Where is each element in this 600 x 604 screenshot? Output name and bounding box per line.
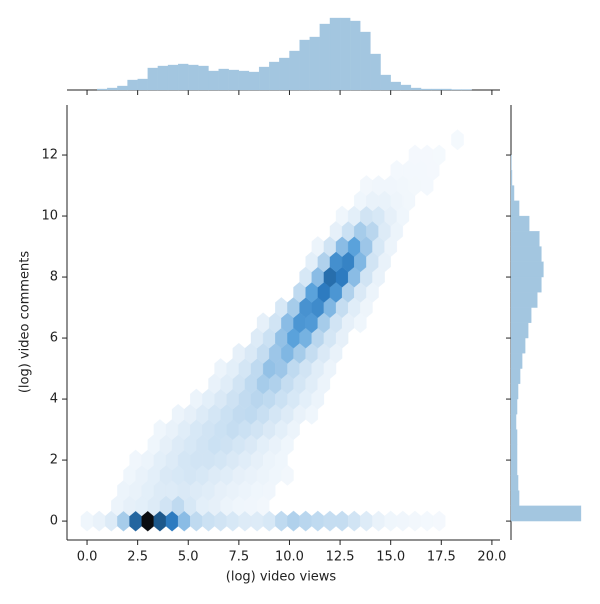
top-hist-bar [117,85,128,91]
top-hist-bar [431,88,442,91]
top-hist-bar [238,70,250,91]
top-hist-bar [218,68,229,91]
right-hist-bar [510,414,517,430]
x-tick-label: 15.0 [376,550,405,565]
y-axis-label: (log) video comments [18,251,33,393]
top-hist-bar [309,36,320,91]
top-hist-bar [451,89,462,91]
top-hist-bar [269,61,280,91]
x-tick-label: 0.0 [77,550,98,565]
right-hist-bar [510,200,520,217]
top-hist-bar [198,65,209,91]
top-hist-bar [258,66,270,91]
y-tick-label: 6 [50,331,58,346]
x-axis-label: (log) video views [226,570,337,585]
y-tick-label: 12 [41,148,58,163]
hex-cell [420,510,434,532]
right-hist-bar [510,170,513,186]
right-hist-bar [510,215,530,232]
top-hist-bar [420,88,432,91]
hex-cell [335,510,349,532]
hex-cell [323,510,337,532]
right-hist-bar [510,185,515,201]
right-hist-bar [510,154,512,171]
top-hist-bar [380,74,391,91]
right-hist-bar [510,292,538,308]
y-tick-label: 8 [50,270,58,285]
right-hist-bar [510,383,519,400]
top-hist-bar [228,69,240,91]
x-tick-label: 12.5 [326,550,355,565]
right-hist-bar [510,398,518,415]
right-hist-bar [510,322,529,339]
top-hist-bar [177,63,189,91]
hex-cell [287,510,300,532]
top-hist-bar [360,31,371,91]
top-hist-bar [350,20,361,91]
hex-cell [433,510,446,532]
right-hist-bar [510,307,532,323]
top-hist-bar [461,89,472,91]
right-hist-bar [510,276,542,293]
x-tick-label: 17.5 [427,550,456,565]
hex-cell [360,510,373,532]
right-hist-bar [510,368,521,384]
x-tick-label: 2.5 [127,550,148,565]
right-hist-bar [510,444,518,461]
top-hist-bar [299,39,310,91]
right-hist-bar [510,353,523,369]
top-hist-bar [441,88,452,91]
top-hist-bar [410,87,422,91]
right-hist-bar [510,429,518,445]
top-hist-bar [289,50,300,91]
top-hist-bar [329,17,341,91]
hex-cell [299,510,312,532]
top-hist-bar [248,71,260,91]
hex-cell [80,510,94,532]
y-tick-label: 4 [50,392,58,407]
top-hist-bar [400,84,412,91]
top-hist-bar [137,78,148,91]
hex-cell [384,510,397,532]
hex-cell [433,144,446,166]
top-hist-bar [279,57,290,91]
hex-cell [92,510,106,532]
top-hist-bar [127,79,138,91]
top-hist-bar [390,81,401,91]
right-hist-bar [510,337,526,354]
top-hist-bar [370,53,381,91]
top-hist-bar [157,65,169,91]
right-hist-bar [510,246,542,262]
top-hist-bar [188,64,199,91]
hex-cell [311,510,325,532]
top-hist-bar [167,64,179,91]
hex-cell [372,510,385,532]
x-tick-label: 10.0 [275,550,304,565]
top-hist-bar [319,23,331,91]
right-hist-bar [510,459,518,476]
y-tick-label: 2 [50,453,58,468]
hex-cell [408,510,422,532]
hex-cell [347,510,361,532]
hex-cell [396,510,410,532]
top-hist-bar [208,70,219,91]
hex-cell [451,129,464,151]
top-hist-bar [147,67,159,91]
right-hist-bar [510,490,520,506]
hex-cell [275,510,288,532]
top-hist-bar [97,88,108,91]
x-tick-label: 5.0 [178,550,199,565]
y-tick-label: 0 [50,514,58,529]
top-hist-bar [107,87,118,91]
right-hist-bar [510,475,519,491]
x-tick-label: 7.5 [229,550,250,565]
right-hist-bar [510,505,582,522]
right-hist-bar [510,231,540,247]
y-tick-label: 10 [41,209,58,224]
top-hist-bar [339,17,351,91]
right-hist-bar [510,261,544,278]
x-tick-label: 20.0 [477,550,506,565]
